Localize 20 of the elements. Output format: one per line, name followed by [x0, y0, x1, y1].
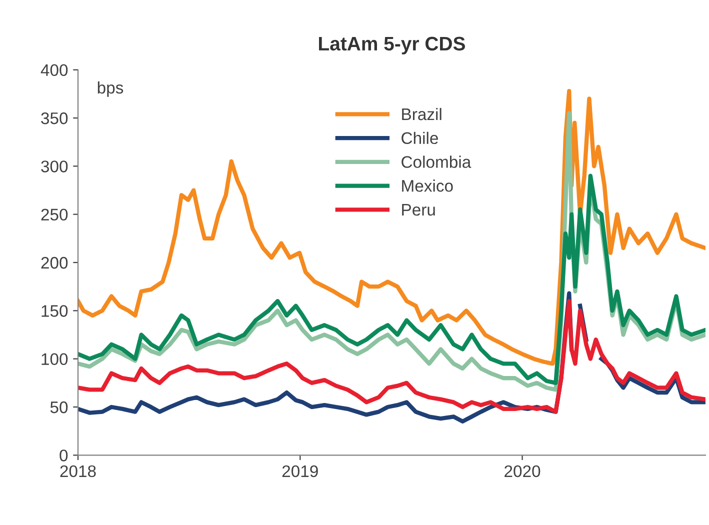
- x-tick-label: 2020: [504, 465, 540, 478]
- legend-label: Colombia: [402, 156, 472, 168]
- y-axis-title: bps: [98, 81, 124, 97]
- y-tick-label: 350: [41, 112, 68, 124]
- y-tick-label: 300: [41, 160, 68, 172]
- chart-title: LatAm 5-yr CDS: [319, 36, 465, 54]
- y-tick-label: 200: [41, 256, 68, 269]
- x-tick-label: 2018: [60, 465, 96, 478]
- legend-label: Chile: [402, 132, 438, 144]
- y-tick-label: 100: [42, 353, 68, 366]
- y-tick-label: 400: [40, 64, 68, 76]
- legend-label: Brazil: [402, 108, 442, 120]
- x-tick-label: 2019: [282, 465, 318, 478]
- legend-label: Peru: [402, 204, 435, 216]
- y-tick-label: 50: [50, 401, 68, 414]
- y-tick-label: 250: [41, 208, 68, 221]
- legend-label: Mexico: [402, 180, 453, 192]
- y-tick-label: 0: [60, 450, 68, 462]
- y-tick-label: 150: [42, 305, 68, 317]
- line-series: [78, 174, 706, 386]
